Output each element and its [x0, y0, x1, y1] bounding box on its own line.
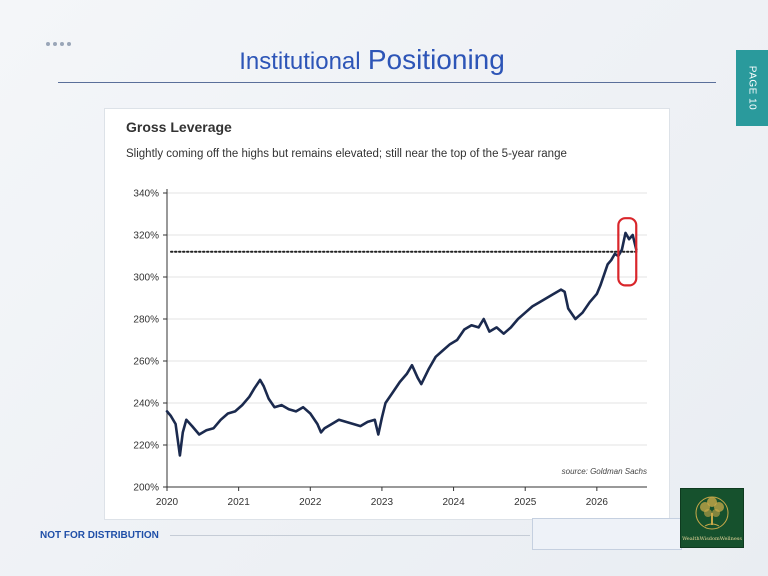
y-tick-label: 220% — [133, 441, 159, 452]
series-group — [165, 231, 638, 457]
title-part-2: Positioning — [367, 44, 505, 75]
y-tick-label: 300% — [133, 273, 159, 284]
chart-card: Gross Leverage Slightly coming off the h… — [104, 108, 670, 520]
x-tick-label: 2025 — [514, 497, 537, 508]
logo-text: WealthWisdomWellness — [682, 536, 742, 542]
decorative-dots — [46, 42, 71, 46]
y-tick-label: 200% — [133, 483, 159, 494]
brand-logo: WealthWisdomWellness — [680, 488, 744, 548]
x-tick-label: 2024 — [442, 497, 465, 508]
x-tick-label: 2020 — [156, 497, 179, 508]
tree-icon: WealthWisdomWellness — [682, 496, 742, 542]
chart-axes: 200% 220% 240% 260% 280% 300% 320% 340% 2020 2021… — [133, 189, 647, 508]
series-line — [165, 231, 638, 457]
y-tick-label: 280% — [133, 315, 159, 326]
chart-title: Gross Leverage — [126, 119, 232, 135]
y-tick-label: 320% — [133, 231, 159, 242]
y-tick-label: 260% — [133, 357, 159, 368]
page-title: Institutional Positioning — [0, 42, 744, 80]
chart-source: source: Goldman Sachs — [562, 467, 647, 476]
page-number-label: PAGE 10 — [746, 65, 758, 111]
y-tick-label: 240% — [133, 399, 159, 410]
x-tick-label: 2021 — [228, 497, 251, 508]
y-tick-label: 340% — [133, 189, 159, 200]
gross-leverage-chart: Gross Leverage Slightly coming off the h… — [126, 119, 647, 508]
title-part-1: Institutional — [239, 48, 361, 75]
highlight-box — [617, 217, 638, 287]
page-number-tab: PAGE 10 — [736, 50, 768, 126]
footer-box — [532, 518, 682, 550]
title-divider — [58, 82, 716, 83]
chart-grid — [167, 192, 647, 446]
highlight-group — [617, 217, 638, 287]
footer-divider — [170, 535, 530, 536]
x-tick-label: 2023 — [371, 497, 394, 508]
chart-subtitle: Slightly coming off the highs but remain… — [126, 148, 567, 160]
footer-disclaimer: NOT FOR DISTRIBUTION — [40, 530, 159, 541]
x-tick-label: 2022 — [299, 497, 322, 508]
x-tick-label: 2026 — [586, 497, 609, 508]
